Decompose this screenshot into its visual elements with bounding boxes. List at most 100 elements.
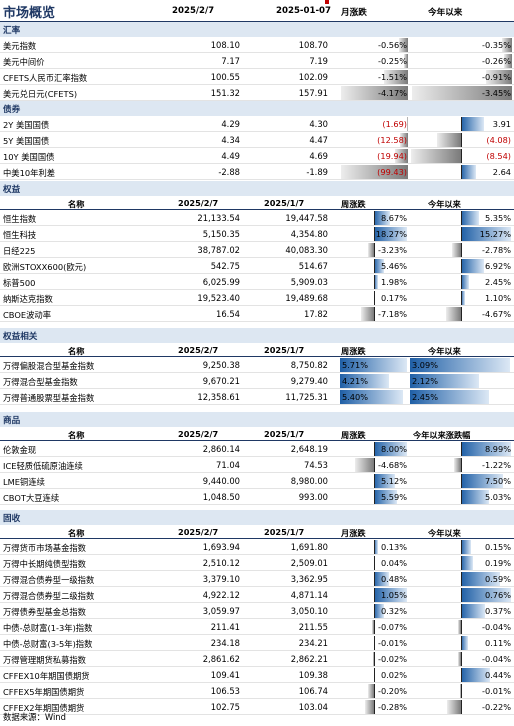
- change-period-label: (19.94): [377, 151, 407, 161]
- change-period-axis: [374, 458, 375, 472]
- value-current: 7.17: [221, 56, 240, 66]
- change-ytd-bar: [461, 117, 484, 131]
- change-ytd-cell: 5.35%: [410, 211, 512, 225]
- change-ytd-bar: [461, 572, 500, 586]
- col-date2: 2025/1/7: [264, 429, 305, 439]
- value-current: 108.10: [210, 40, 240, 50]
- change-ytd-bar: [454, 458, 461, 472]
- change-period-axis: [374, 211, 375, 225]
- table-row: 10Y 美国国债 4.49 4.69 (19.94) (8.54): [0, 148, 514, 164]
- change-ytd-label: 3.91: [492, 119, 511, 129]
- row-name: 万得混合债券型一级指数: [3, 575, 95, 585]
- change-ytd-label: -0.01%: [482, 686, 511, 696]
- change-ytd-label: 8.99%: [484, 444, 511, 454]
- change-ytd-bar: [504, 54, 512, 68]
- row-name: CFETS人民币汇率指数: [3, 73, 88, 83]
- change-ytd-axis: [461, 458, 462, 472]
- change-period-axis: [374, 227, 375, 241]
- change-period-axis: [374, 291, 375, 305]
- row-name: 万得债券型基金总指数: [3, 607, 86, 617]
- change-ytd-bar: [461, 588, 511, 602]
- table-row: 日经225 38,787.02 40,083.30 -3.23% -2.78%: [0, 242, 514, 258]
- change-ytd-axis: [461, 227, 462, 241]
- value-previous: 108.70: [298, 40, 328, 50]
- change-ytd-axis: [461, 490, 462, 504]
- change-period-axis: [374, 307, 375, 321]
- change-period-bar: [374, 572, 390, 586]
- change-ytd-label: 0.44%: [484, 670, 511, 680]
- change-ytd-bar: [410, 358, 510, 372]
- change-ytd-label: -0.04%: [482, 654, 511, 664]
- change-period-bar: [367, 684, 374, 698]
- change-period-cell: -0.02%: [340, 652, 408, 666]
- col-ytd: 今年以来: [428, 199, 461, 209]
- col-period-change: 月涨跌: [341, 528, 366, 538]
- col-name: 名称: [68, 199, 85, 209]
- section-equity: 权益: [0, 181, 514, 196]
- change-ytd-label: 2.45%: [484, 277, 511, 287]
- value-current: 234.18: [210, 638, 240, 648]
- table-row: 万得债券型基金总指数 3,059.97 3,050.10 0.32% 0.37%: [0, 603, 514, 619]
- change-period-axis: [374, 556, 375, 570]
- col-name: 名称: [68, 430, 85, 440]
- change-period-label: 8.00%: [380, 444, 407, 454]
- col-period-change: 周涨跌: [341, 430, 366, 440]
- change-period-cell: 5.12%: [340, 474, 408, 488]
- change-ytd-bar: [437, 133, 461, 147]
- change-ytd-cell: 2.45%: [410, 275, 512, 289]
- value-previous: 5,909.03: [290, 277, 328, 287]
- value-previous: 514.67: [298, 261, 328, 271]
- table-row: 2Y 美国国债 4.29 4.30 (1.69) 3.91: [0, 116, 514, 132]
- change-period-label: 18.27%: [375, 229, 407, 239]
- change-period-label: -3.23%: [378, 245, 407, 255]
- value-current: 1,693.94: [202, 542, 240, 552]
- change-ytd-bar: [461, 291, 465, 305]
- row-name: CFFEX10年期国债期货: [3, 671, 90, 681]
- change-ytd-cell: 0.11%: [410, 636, 512, 650]
- change-period-label: -7.18%: [378, 309, 407, 319]
- table-row: 伦敦金现 2,860.14 2,648.19 8.00% 8.99%: [0, 441, 514, 457]
- change-period-label: (12.58): [377, 135, 407, 145]
- change-ytd-cell: -1.22%: [410, 458, 512, 472]
- section-bond: 债券: [0, 101, 514, 116]
- value-previous: 11,725.31: [285, 392, 328, 402]
- change-ytd-cell: 0.59%: [410, 572, 512, 586]
- table-row: 恒生科技 5,150.35 4,354.80 18.27% 15.27%: [0, 226, 514, 242]
- row-name: 标普500: [3, 278, 36, 288]
- change-ytd-axis: [461, 291, 462, 305]
- data-source: 数据来源：Wind: [3, 712, 66, 722]
- col-date2: 2025/1/7: [264, 527, 305, 537]
- change-ytd-cell: -0.91%: [410, 70, 512, 84]
- change-ytd-cell: 0.19%: [410, 556, 512, 570]
- change-ytd-axis: [461, 211, 462, 225]
- row-name: 万得普通股票型基金指数: [3, 393, 95, 403]
- change-period-cell: 0.48%: [340, 572, 408, 586]
- change-ytd-cell: 0.37%: [410, 604, 512, 618]
- change-period-bar: [404, 54, 408, 68]
- value-current: 151.32: [210, 88, 240, 98]
- table-row: 美元指数 108.10 108.70 -0.56% -0.35%: [0, 37, 514, 53]
- table-row: 万得管理期货私募指数 2,861.62 2,862.21 -0.02% -0.04%: [0, 651, 514, 667]
- value-previous: 4.47: [309, 135, 328, 145]
- change-ytd-label: -0.35%: [482, 40, 511, 50]
- row-name: 2Y 美国国债: [3, 120, 50, 130]
- change-period-cell: -0.25%: [340, 54, 408, 68]
- section-fixed_income: 固收: [0, 510, 514, 525]
- change-period-cell: -4.68%: [340, 458, 408, 472]
- change-ytd-bar: [410, 374, 479, 388]
- change-ytd-label: 2.64: [492, 167, 511, 177]
- value-previous: 234.21: [298, 638, 328, 648]
- change-period-bar: [399, 133, 408, 147]
- change-ytd-bar: [445, 307, 461, 321]
- change-ytd-cell: 0.44%: [410, 668, 512, 682]
- value-previous: 4,354.80: [290, 229, 328, 239]
- change-ytd-label: 0.37%: [484, 606, 511, 616]
- table-row: 欧洲STOXX600(欧元) 542.75 514.67 5.46% 6.92%: [0, 258, 514, 274]
- change-ytd-label: 0.19%: [484, 558, 511, 568]
- change-period-label: 5.59%: [380, 492, 407, 502]
- table-row: 美元兑日元(CFETS) 151.32 157.91 -4.17% -3.45%: [0, 85, 514, 101]
- change-period-bar: [374, 490, 398, 504]
- change-ytd-bar: [461, 259, 484, 273]
- section-title: 权益相关: [3, 332, 38, 342]
- change-period-axis: [374, 572, 375, 586]
